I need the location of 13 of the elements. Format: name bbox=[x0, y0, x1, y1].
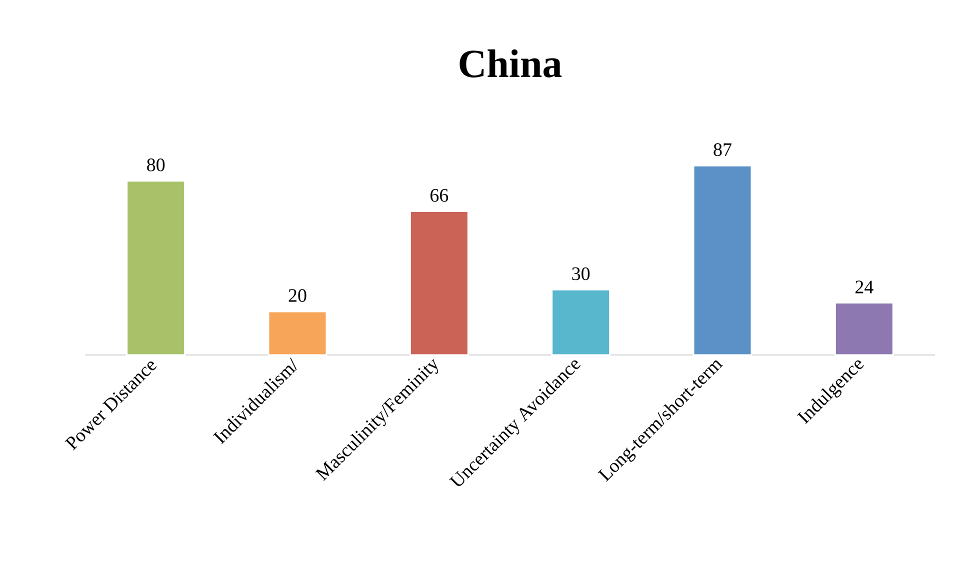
data-label: 80 bbox=[147, 158, 165, 172]
data-label: 66 bbox=[430, 189, 448, 202]
data-label: 87 bbox=[714, 143, 732, 156]
bar bbox=[692, 164, 752, 356]
bar bbox=[268, 310, 328, 356]
bar bbox=[834, 302, 894, 356]
bar bbox=[409, 210, 469, 356]
data-label: 24 bbox=[855, 280, 874, 294]
bar bbox=[551, 288, 611, 356]
bar bbox=[126, 180, 186, 356]
data-label: 30 bbox=[572, 267, 590, 280]
data-label: 20 bbox=[288, 289, 306, 302]
chart-title: China bbox=[460, 49, 562, 78]
